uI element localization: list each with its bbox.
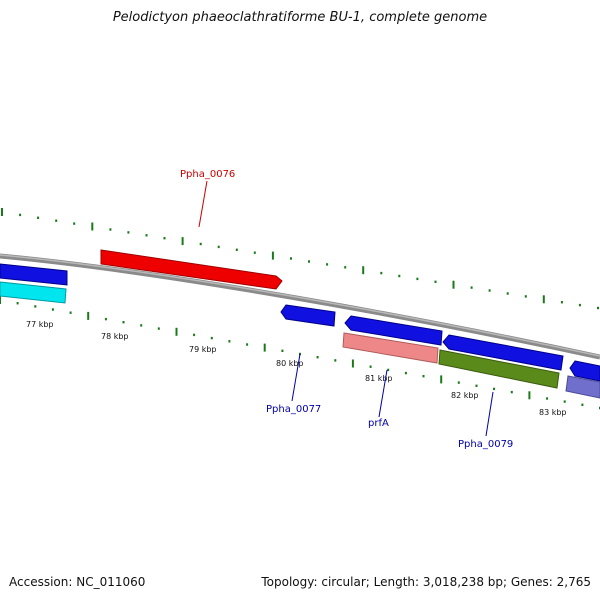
- tick-label-83kbp: 83 kbp: [539, 408, 567, 417]
- gene-label-ppha-0077[interactable]: Ppha_0077: [266, 404, 321, 415]
- gene-prfa[interactable]: [342, 332, 439, 364]
- gene-blue-ppha-0078[interactable]: [344, 315, 443, 346]
- tick-label-78kbp: 78 kbp: [101, 332, 129, 341]
- gene-cyan-left[interactable]: [0, 281, 67, 304]
- inner-tick-ring: [0, 296, 600, 410]
- gene-label-ppha-0076[interactable]: Ppha_0076: [180, 169, 235, 180]
- gene-blue-far-right[interactable]: [569, 360, 600, 382]
- topology-text: Topology: circular; Length: 3,018,238 bp…: [261, 575, 591, 589]
- tick-label-82kbp: 82 kbp: [451, 391, 479, 400]
- gene-blue-right[interactable]: [442, 334, 564, 371]
- gene-blue-left[interactable]: [0, 263, 68, 286]
- leader-ppha-0077: [291, 353, 301, 402]
- outer-tick-ring: [1, 208, 599, 310]
- tick-label-77kbp: 77 kbp: [26, 320, 54, 329]
- gene-label-ppha-0079[interactable]: Ppha_0079: [458, 439, 513, 450]
- genome-backbone-highlight: [0, 254, 600, 357]
- gene-ppha-0079[interactable]: [438, 349, 560, 389]
- tick-label-79kbp: 79 kbp: [189, 345, 217, 354]
- leader-ppha-0076: [198, 180, 208, 228]
- tick-label-81kbp: 81 kbp: [365, 374, 393, 383]
- gene-ppha-0077[interactable]: [280, 304, 336, 327]
- map-title: Pelodictyon phaeoclathratiforme BU-1, co…: [112, 10, 488, 25]
- gene-purple-far-right[interactable]: [565, 375, 600, 399]
- leader-ppha-0079: [485, 391, 494, 437]
- accession-text: Accession: NC_011060: [9, 575, 146, 589]
- tick-label-80kbp: 80 kbp: [276, 359, 304, 368]
- genome-backbone: [0, 253, 600, 360]
- leader-prfa: [378, 369, 388, 418]
- gene-ppha-0076[interactable]: [100, 249, 283, 290]
- gene-label-prfa[interactable]: prfA: [368, 418, 389, 429]
